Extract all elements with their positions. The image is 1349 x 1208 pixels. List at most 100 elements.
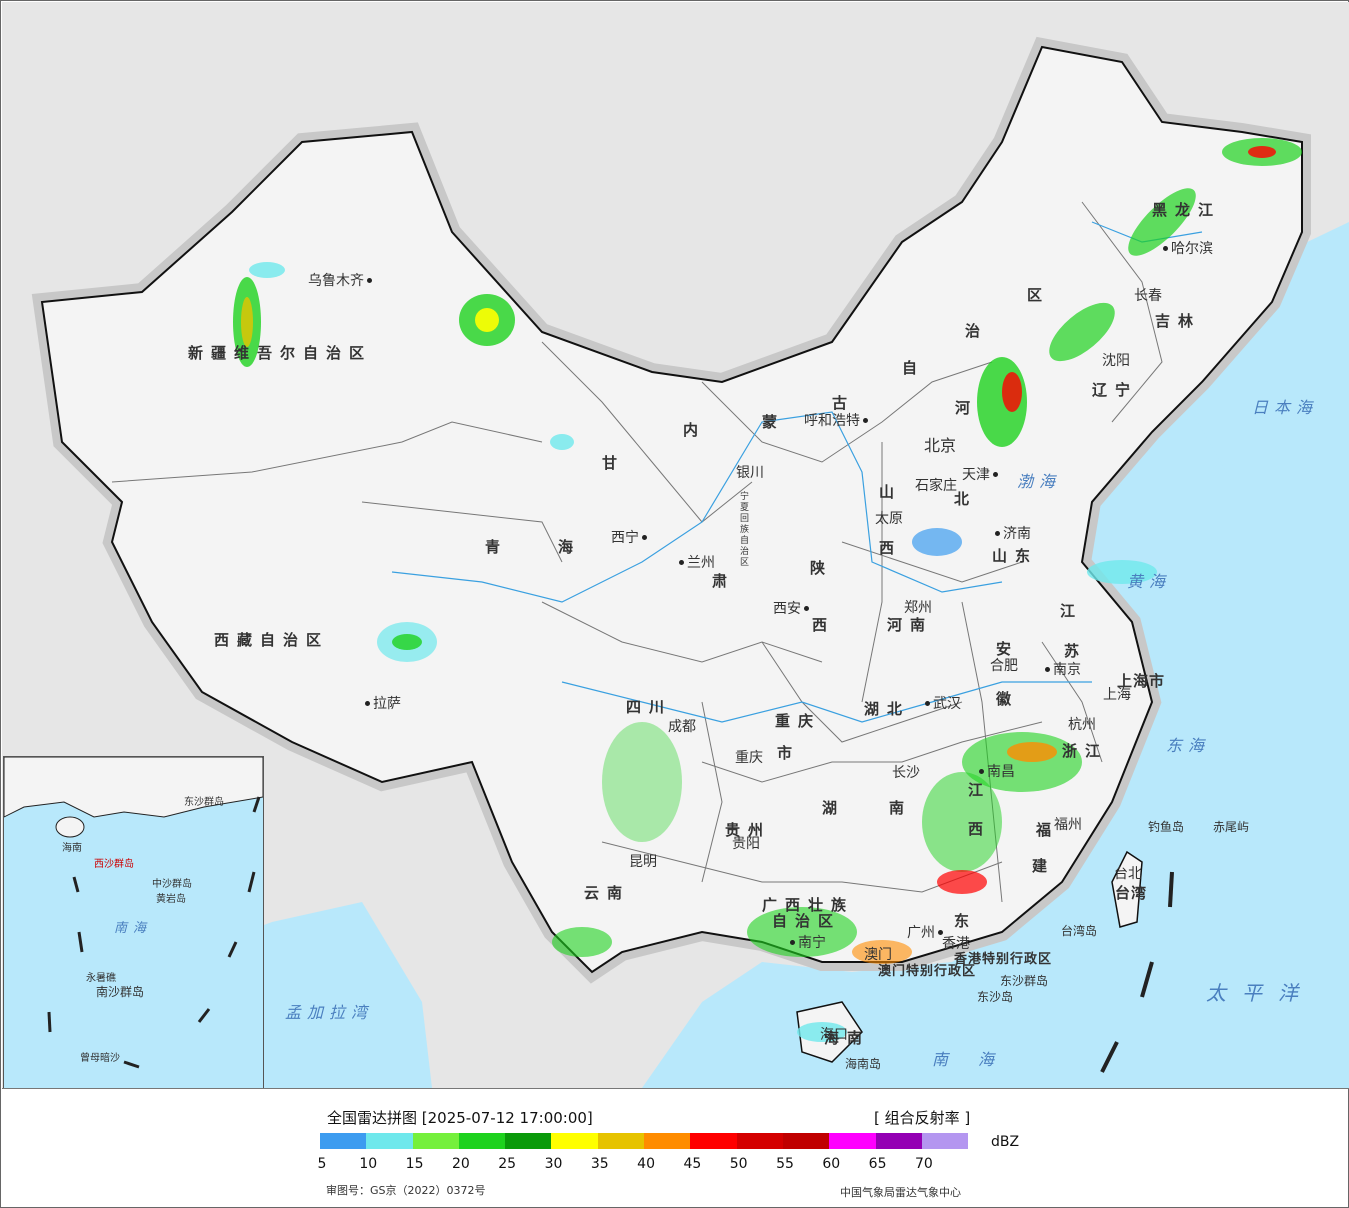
region-macau: 澳门特别行政区: [878, 964, 977, 979]
region-neimeng-d: 自: [902, 359, 926, 377]
city-taipei: 台北: [1114, 866, 1142, 882]
nine-dash-marks: [1100, 871, 1174, 1073]
island-hainan: 海南岛: [845, 1057, 882, 1071]
south-sea-inset: 海南 东沙群岛 西沙群岛 中沙群岛 黄岩岛 南海 永暑礁 南沙群岛 曾母暗沙: [3, 756, 264, 1088]
region-neimeng-b: 蒙: [762, 413, 786, 431]
region-anhui-b: 徽: [996, 690, 1020, 708]
legend-title: 全国雷达拼图 [2025-07-12 17:00:00]: [327, 1109, 593, 1127]
region-taiwan: 台湾: [1115, 884, 1148, 902]
region-jiangsu-a: 江: [1060, 602, 1084, 620]
map-area: 新疆维吾尔自治区 西藏自治区 青 海 甘 肃 内 蒙 古 自 治 区 黑龙江 吉…: [2, 2, 1349, 1089]
region-guangdong: 东: [954, 912, 978, 930]
region-shanghai: 上海市: [1117, 672, 1166, 690]
region-xinjiang: 新疆维吾尔自治区: [188, 344, 373, 362]
region-shanxi-a: 山: [879, 483, 903, 501]
city-hongkong: 香港: [942, 936, 970, 952]
legend-tick-label: 55: [776, 1156, 794, 1172]
city-changchun: 长春: [1134, 288, 1162, 304]
city-chengdu: 成都: [668, 719, 696, 735]
city-lanzhou: 兰州: [676, 552, 715, 572]
legend-tick-label: 40: [637, 1156, 656, 1172]
inset-xisha-label: 西沙群岛: [94, 859, 134, 870]
sea-east: 东海: [1166, 736, 1211, 755]
legend-swatch: [875, 1133, 922, 1149]
region-hunan-a: 湖: [822, 799, 846, 817]
region-jiangxi-b: 西: [968, 820, 992, 838]
city-haikou: 海口: [820, 1027, 848, 1043]
region-qinghai-a: 青: [485, 538, 509, 556]
city-nanning: 南宁: [787, 932, 826, 952]
region-ningxia: 宁夏回族自治区: [740, 492, 750, 568]
legend-tick-label: 35: [590, 1156, 609, 1172]
inset-huangyan-label: 黄岩岛: [156, 894, 186, 905]
region-shanxi-b: 西: [879, 539, 903, 557]
city-harbin: 哈尔滨: [1160, 238, 1213, 258]
city-nanchang: 南昌: [976, 761, 1015, 781]
legend-swatch: [458, 1133, 506, 1149]
organization: 中国气象局雷达气象中心: [840, 1186, 961, 1199]
city-xian: 西安: [773, 598, 812, 618]
legend-tick-label: 25: [498, 1156, 517, 1172]
region-heilongjiang: 黑龙江: [1152, 201, 1222, 219]
region-sichuan: 四川: [626, 698, 673, 716]
radar-echoes: [233, 138, 1302, 1042]
region-chongqing-b: 市: [777, 744, 801, 762]
region-neimeng-f: 区: [1027, 286, 1051, 304]
legend-tick-label: 60: [822, 1156, 841, 1172]
inset-zengmu-label: 曾母暗沙: [80, 1053, 120, 1064]
legend-color-bar: [320, 1133, 969, 1149]
inset-hainan-label: 海南: [62, 843, 82, 854]
legend-swatch: [736, 1133, 783, 1149]
island-dongsha-q: 东沙群岛: [1000, 974, 1049, 988]
legend-swatch: [412, 1133, 459, 1149]
inset-nansha-label: 南沙群岛: [96, 985, 145, 999]
city-changsha: 长沙: [892, 765, 920, 781]
legend-tick-label: 45: [683, 1156, 702, 1172]
city-guangzhou: 广州: [907, 922, 946, 942]
island-diaoyu: 钓鱼岛: [1148, 820, 1185, 834]
legend-swatch: [690, 1133, 737, 1149]
city-yinchuan: 银川: [736, 465, 764, 481]
city-taiyuan: 太原: [875, 511, 903, 527]
legend-tick-label: 50: [729, 1156, 748, 1172]
province-lines: [111, 201, 1163, 903]
city-hefei: 合肥: [990, 658, 1018, 674]
region-hubei: 湖北: [864, 700, 911, 718]
taiwan-island: [1111, 850, 1143, 928]
city-macao: 澳门: [864, 947, 892, 963]
region-hk: 香港特别行政区: [954, 952, 1053, 967]
region-zhejiang: 浙江: [1062, 742, 1109, 760]
legend-swatch: [320, 1133, 367, 1149]
city-fuzhou: 福州: [1054, 817, 1082, 833]
city-shijiazhuang: 石家庄: [915, 478, 957, 494]
region-shandong: 山东: [992, 547, 1039, 565]
legend-swatch: [829, 1133, 876, 1149]
legend-swatch: [921, 1133, 969, 1149]
city-nanjing: 南京: [1042, 659, 1081, 679]
legend-swatch: [505, 1133, 552, 1149]
island-chiwei: 赤尾屿: [1213, 820, 1250, 834]
city-jinan: 济南: [992, 523, 1031, 543]
legend-product: [ 组合反射率 ]: [874, 1109, 971, 1127]
inset-south-sea: 南海: [114, 921, 153, 936]
city-kunming: 昆明: [629, 854, 657, 870]
region-anhui-a: 安: [996, 640, 1020, 658]
region-jilin: 吉林: [1155, 312, 1202, 330]
inset-dongsha-label: 东沙群岛: [184, 797, 224, 808]
region-guizhou: 贵州: [725, 821, 772, 839]
legend-swatch: [782, 1133, 830, 1149]
region-neimeng-c: 古: [832, 394, 856, 412]
region-chongqing-a: 重庆: [775, 712, 822, 730]
legend-unit: dBZ: [991, 1134, 1020, 1150]
legend-tick-label: 70: [914, 1156, 933, 1172]
inset-svg: [4, 757, 263, 1069]
region-liaoning: 辽宁: [1092, 381, 1139, 399]
inset-land: [4, 757, 263, 818]
region-fujian-a: 福: [1036, 821, 1060, 839]
legend-tick-label: 65: [868, 1156, 887, 1172]
region-qinghai-b: 海: [558, 538, 582, 556]
legend-tick-label: 15: [405, 1156, 424, 1172]
region-yunnan: 云南: [584, 884, 631, 902]
city-shenyang: 沈阳: [1102, 353, 1130, 369]
